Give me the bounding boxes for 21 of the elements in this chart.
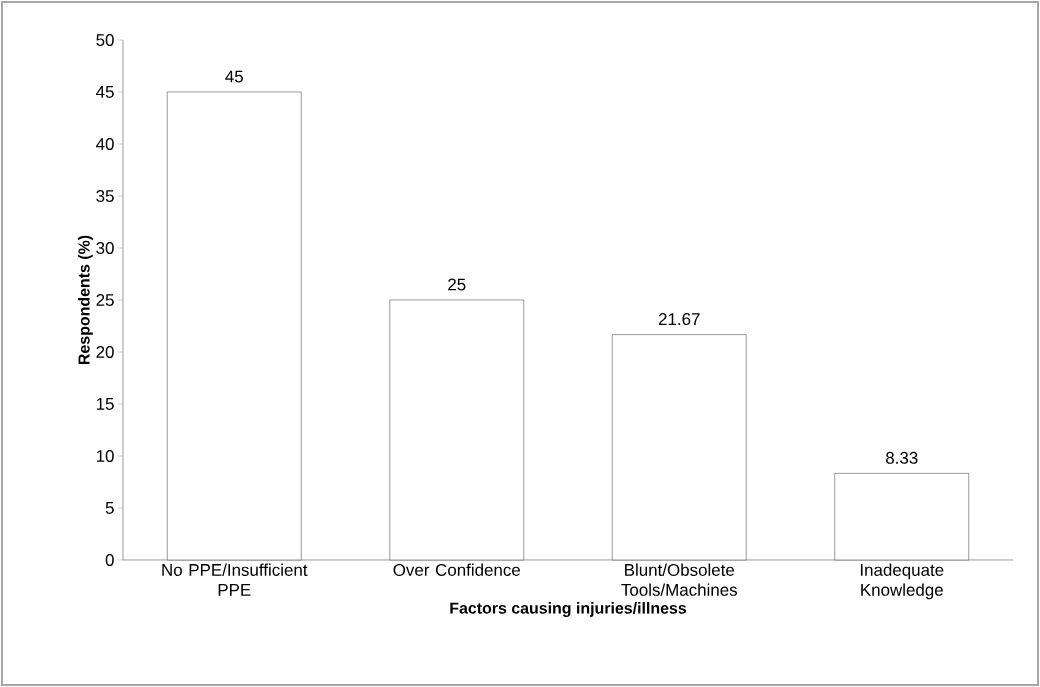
x-tick-label: Over Confidence: [393, 563, 521, 576]
y-tick-label: 15: [96, 398, 114, 410]
data-label: 45: [225, 70, 243, 83]
y-tick-label: 20: [96, 345, 114, 358]
y-tick-label: 35: [96, 189, 114, 202]
y-axis-title: Respondents (%): [77, 235, 93, 365]
y-tick-label: 40: [96, 137, 114, 150]
y-tick-label: 30: [96, 241, 114, 254]
x-tick-label: Inadequate Knowledge: [860, 563, 944, 600]
x-axis-title: Factors causing injuries/illness: [450, 602, 687, 617]
y-tick-label: 5: [105, 502, 114, 514]
y-tick-label: 10: [96, 449, 114, 462]
y-tick-label: 45: [96, 86, 114, 98]
x-tick-label: Blunt/Obsolete Tools/Machines: [621, 563, 738, 596]
y-tick-label: 0: [105, 553, 114, 566]
data-label: 25: [448, 278, 466, 291]
y-tick-label: 50: [96, 33, 114, 46]
data-label: 21.67: [658, 313, 700, 326]
y-tick-label: 25: [96, 293, 114, 306]
data-label: 8.33: [886, 451, 918, 464]
x-tick-label: No PPE/Insufficient PPE: [162, 563, 308, 596]
